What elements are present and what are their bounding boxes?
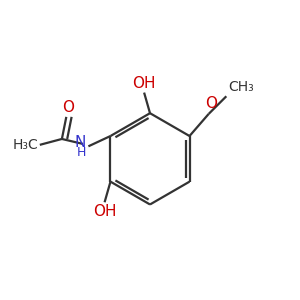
Text: O: O [62, 100, 74, 115]
Text: H: H [77, 146, 86, 159]
Text: OH: OH [93, 204, 116, 219]
Text: N: N [75, 135, 86, 150]
Text: OH: OH [132, 76, 156, 91]
Text: O: O [206, 96, 218, 111]
Text: CH₃: CH₃ [228, 80, 253, 94]
Text: H₃C: H₃C [13, 138, 38, 152]
